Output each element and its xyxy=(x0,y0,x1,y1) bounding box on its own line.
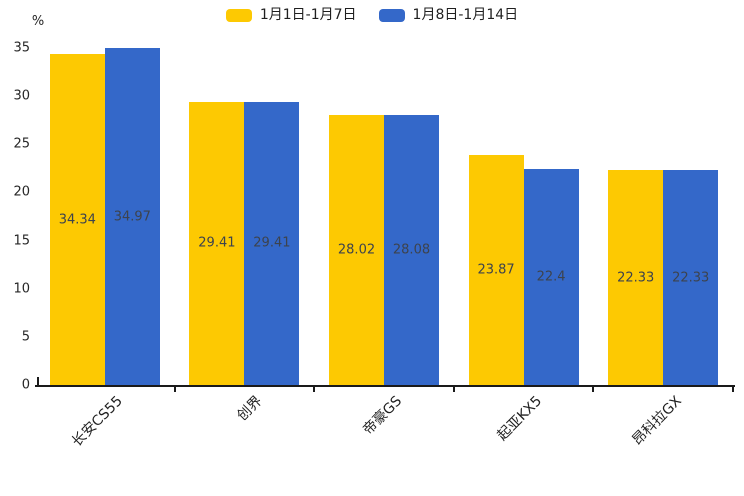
bar-value-label: 34.34 xyxy=(58,212,96,228)
bar-value-label: 29.41 xyxy=(253,235,291,251)
y-tick-label: 30 xyxy=(13,88,30,104)
bar-series-1-group-3[interactable]: 22.4 xyxy=(523,169,579,385)
bar-value-label: 28.02 xyxy=(337,242,376,258)
y-tick-label: 0 xyxy=(21,377,30,393)
bar-value-label: 22.33 xyxy=(672,270,710,285)
x-tick-mark xyxy=(452,387,455,392)
bar-series-1-group-1[interactable]: 29.41 xyxy=(244,101,300,385)
y-tick-label: 10 xyxy=(13,281,30,297)
y-tick-label: 20 xyxy=(13,184,30,200)
y-tick-label: 25 xyxy=(13,136,30,152)
bar-series-0-group-0[interactable]: 34.34 xyxy=(49,54,105,385)
bar-series-0-group-2[interactable]: 28.02 xyxy=(329,115,384,385)
legend-item-series-0[interactable]: 1月1日-1月7日 xyxy=(225,6,357,24)
x-category-label: 昂科拉GX xyxy=(629,393,685,449)
bar-series-0-group-3[interactable]: 23.87 xyxy=(468,155,524,385)
y-axis-stub xyxy=(37,377,39,386)
x-category-label: 起亚KX5 xyxy=(494,393,546,444)
x-category-label: 帝豪GS xyxy=(360,393,406,439)
x-tick-mark xyxy=(592,387,595,392)
x-tick-mark xyxy=(732,387,734,392)
bar-value-label: 34.97 xyxy=(113,209,151,225)
x-category-label: 创界 xyxy=(234,393,266,425)
x-tick-mark xyxy=(173,387,176,392)
x-axis-labels: 长安CS55 创界 帝豪GS 起亚KX5 昂科拉GX xyxy=(35,391,733,496)
bar-series-0-group-1[interactable]: 29.41 xyxy=(189,101,245,385)
bar-series-1-group-2[interactable]: 28.08 xyxy=(384,114,439,385)
legend-swatch-icon xyxy=(225,8,252,22)
y-tick-label: 15 xyxy=(13,233,30,249)
plot-area: 34.34 34.97 29.41 29.41 28.02 28.08 23.87 22.4 2… xyxy=(35,0,733,385)
legend-label: 1月1日-1月7日 xyxy=(259,7,357,23)
chart-legend: 1月1日-1月7日 1月8日-1月14日 xyxy=(0,6,744,24)
bar-value-label: 29.41 xyxy=(198,235,236,251)
legend-item-series-1[interactable]: 1月8日-1月14日 xyxy=(378,6,519,24)
bar-value-label: 22.33 xyxy=(617,270,655,285)
bar-series-0-group-4[interactable]: 22.33 xyxy=(608,170,664,385)
x-tick-mark xyxy=(313,387,316,392)
legend-label: 1月8日-1月14日 xyxy=(412,7,519,23)
bar-value-label: 28.08 xyxy=(392,242,431,258)
legend-swatch-icon xyxy=(378,8,405,22)
bar-series-1-group-4[interactable]: 22.33 xyxy=(663,170,719,385)
bar-value-label: 22.4 xyxy=(536,269,566,285)
bar-series-1-group-0[interactable]: 34.97 xyxy=(104,48,160,385)
y-tick-label: 35 xyxy=(13,40,30,56)
y-axis-unit-label: % xyxy=(31,14,45,29)
x-axis-line xyxy=(35,385,735,387)
x-category-label: 长安CS55 xyxy=(69,393,127,451)
y-tick-label: 5 xyxy=(21,329,30,345)
bar-value-label: 23.87 xyxy=(477,262,515,278)
